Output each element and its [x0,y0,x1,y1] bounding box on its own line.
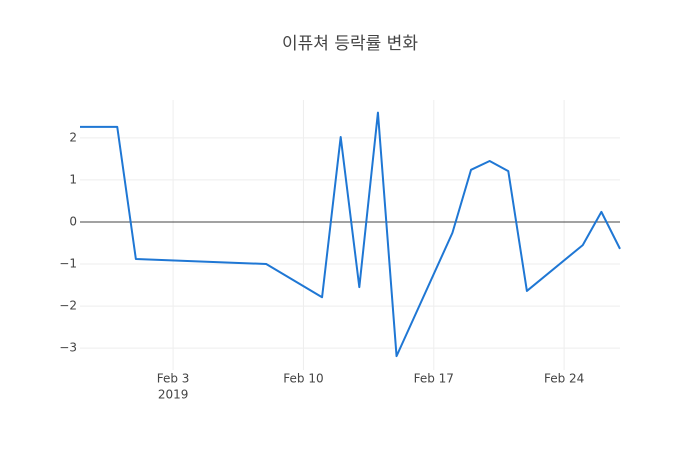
y-tick-label: −2 [59,299,77,313]
y-tick-label: 1 [69,172,77,186]
x-tick-year: 2019 [158,388,189,402]
y-tick-label: −1 [59,257,77,271]
x-tick-label: Feb 24 [544,372,584,386]
x-tick-label: Feb 10 [283,372,323,386]
y-tick-label: 0 [69,214,77,228]
chart-title: 이퓨쳐 등락률 변화 [282,34,418,54]
y-tick-label: −3 [59,341,77,355]
y-tick-label: 2 [69,130,77,144]
data-line [80,111,621,358]
x-tick-label: Feb 3 [157,372,190,386]
x-tick-label: Feb 17 [414,372,454,386]
